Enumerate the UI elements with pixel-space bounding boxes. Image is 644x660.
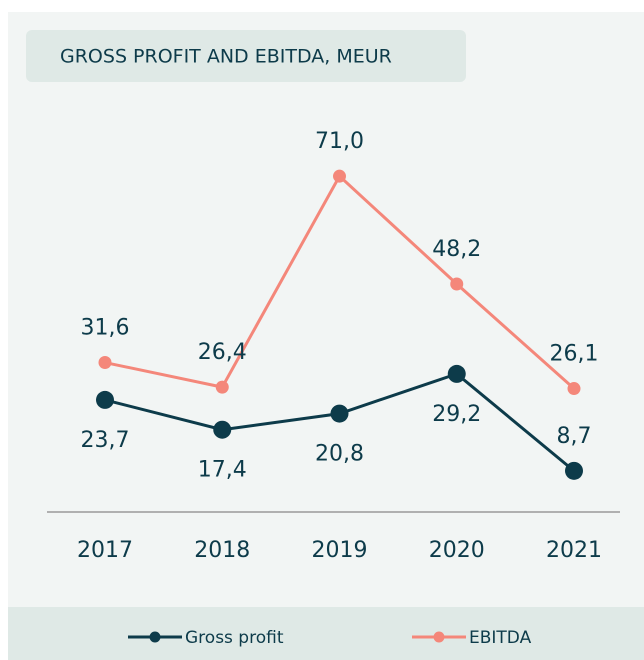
data-label: 48,2 bbox=[432, 237, 481, 262]
point bbox=[333, 169, 346, 183]
title-box bbox=[26, 30, 466, 82]
x-tick-label: 2017 bbox=[77, 538, 133, 563]
data-label: 17,4 bbox=[198, 458, 247, 483]
point bbox=[565, 461, 583, 480]
point bbox=[96, 390, 114, 409]
point bbox=[98, 356, 112, 370]
point bbox=[215, 380, 229, 394]
panel bbox=[8, 12, 644, 660]
legend-label: Gross profit bbox=[185, 628, 284, 648]
x-tick-label: 2019 bbox=[312, 538, 368, 563]
point bbox=[330, 404, 349, 423]
data-label: 23,7 bbox=[81, 428, 130, 453]
legend-box bbox=[8, 607, 644, 660]
x-tick-label: 2018 bbox=[194, 538, 250, 563]
data-label: 31,6 bbox=[81, 316, 130, 341]
chart-title: GROSS PROFIT AND EBITDA, MEUR bbox=[60, 46, 392, 68]
point bbox=[567, 382, 581, 396]
data-label: 8,7 bbox=[557, 424, 592, 449]
data-label: 71,0 bbox=[315, 129, 364, 154]
point bbox=[213, 420, 232, 439]
data-label: 29,2 bbox=[432, 402, 481, 427]
legend-dot bbox=[433, 631, 445, 643]
point bbox=[447, 364, 466, 383]
point bbox=[450, 277, 464, 291]
x-tick-label: 2021 bbox=[546, 538, 602, 563]
data-label: 20,8 bbox=[315, 442, 364, 467]
legend-dot bbox=[149, 631, 161, 643]
data-label: 26,1 bbox=[550, 342, 599, 367]
data-label: 26,4 bbox=[198, 340, 247, 365]
x-tick-label: 2020 bbox=[429, 538, 485, 563]
legend-label: EBITDA bbox=[469, 628, 532, 648]
